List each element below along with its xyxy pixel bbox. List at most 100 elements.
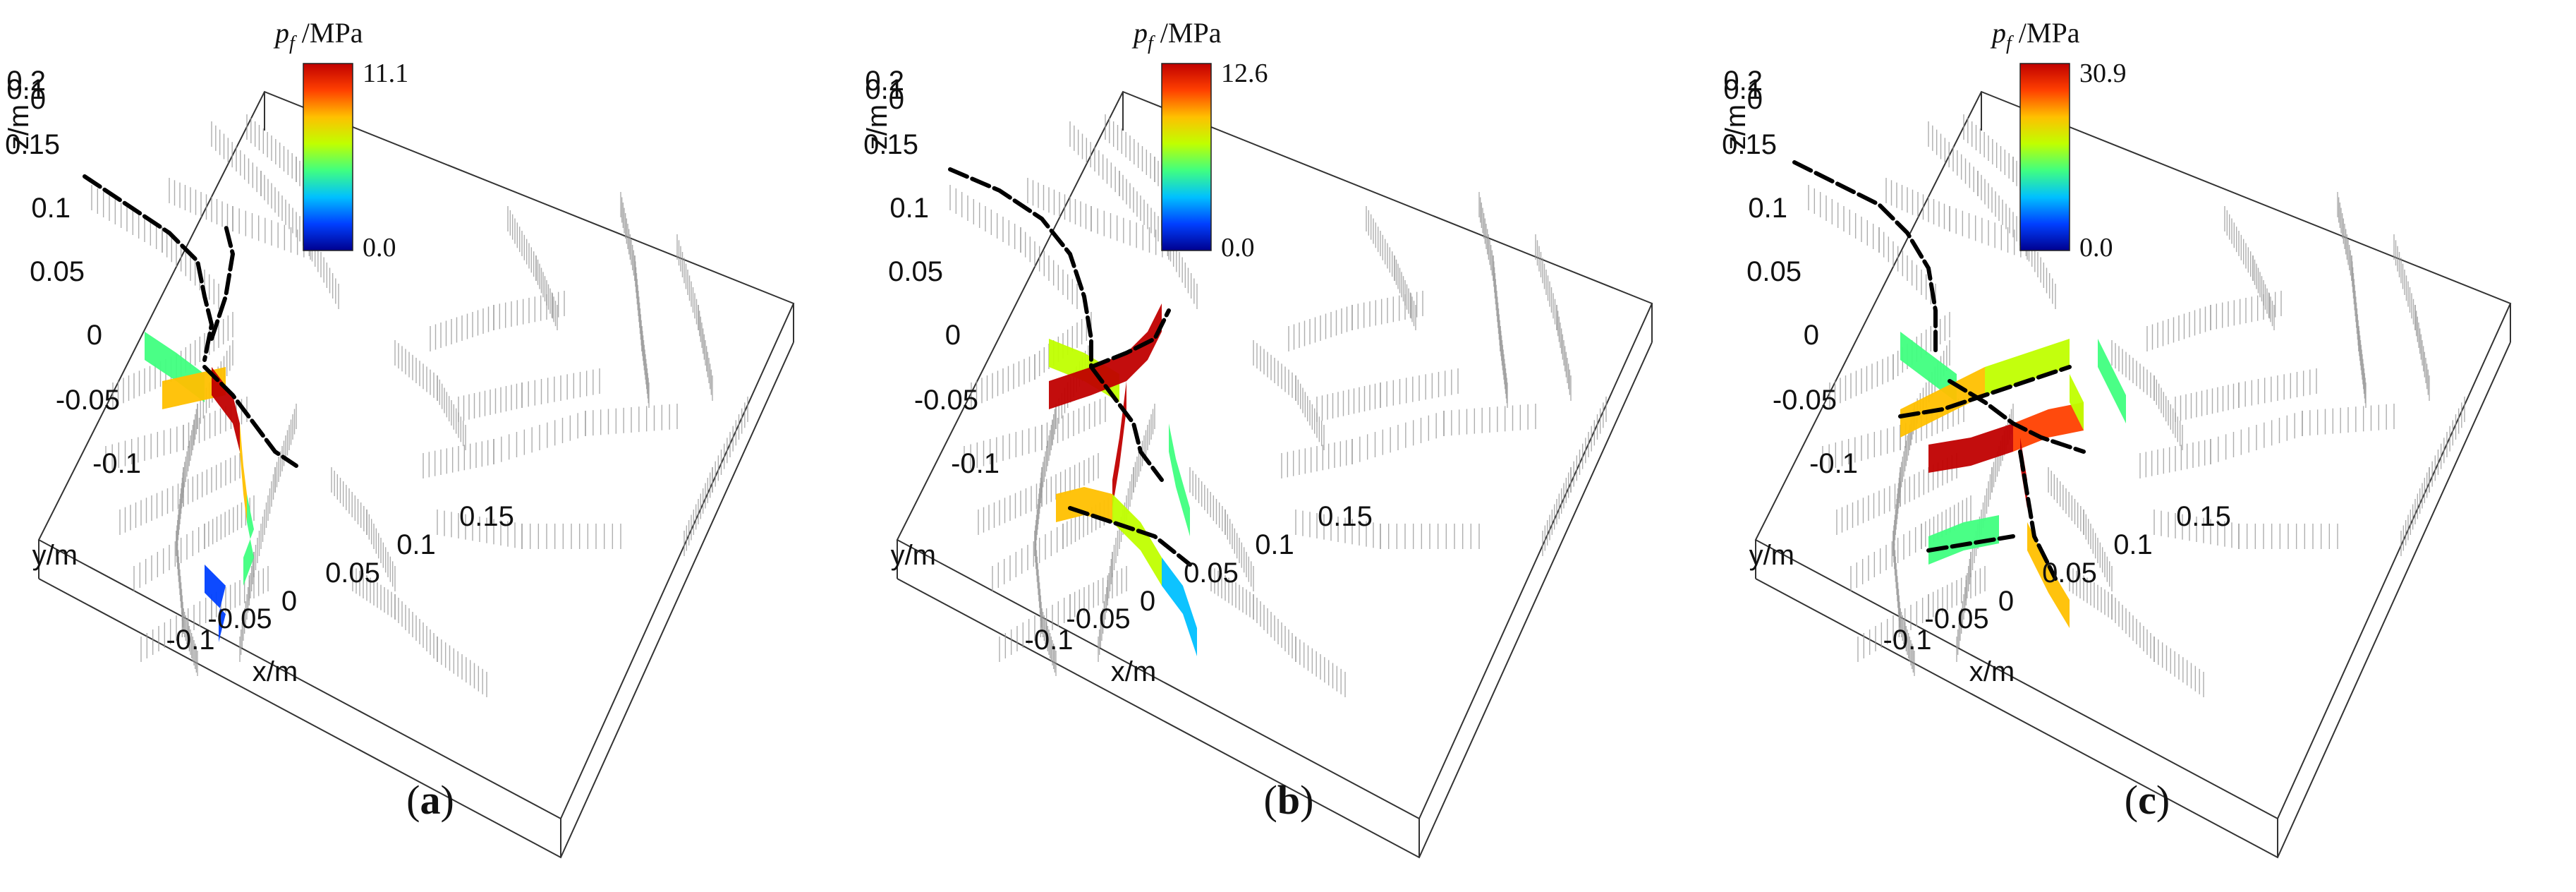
fracture-trace <box>2018 450 2058 581</box>
z-tick-label: 0.2 <box>865 66 904 97</box>
grey-fracture <box>1281 404 1536 478</box>
x-tick-label: 0.05 <box>2042 558 2097 589</box>
grey-fracture <box>352 566 487 697</box>
grey-fracture <box>91 185 219 309</box>
y-tick-label: -0.05 <box>1773 385 1837 416</box>
pressurized-fracture <box>1900 367 1985 438</box>
pressurized-fracture <box>1169 423 1190 536</box>
y-tick-label: -0.05 <box>56 385 120 416</box>
grey-fracture <box>2146 291 2282 351</box>
colorbar <box>2019 63 2070 251</box>
x-axis-label: x/m <box>1111 656 1156 687</box>
fracture-plot-c: 0.20.10z/m0.150.10.050-0.05-0.1y/m-0.1-0… <box>1720 17 2512 859</box>
y-axis-label: y/m <box>32 540 78 571</box>
grey-fracture <box>430 291 565 351</box>
grey-fracture <box>1295 510 1480 549</box>
x-tick-label: -0.1 <box>1883 625 1932 656</box>
x-tick-label: -0.1 <box>166 625 215 656</box>
fracture-trace <box>1926 534 2015 553</box>
y-tick-label: 0.15 <box>1722 129 1777 160</box>
pressurized-fracture <box>2098 339 2126 423</box>
caption-c: (c) <box>2124 777 2170 823</box>
panel-c: 0.2 0.1 0 z/m 0.15 0.1 0.05 0 -0.05 -0.1 y/m -0.1 -0… <box>1717 0 2575 892</box>
grey-fracture <box>620 192 650 408</box>
x-tick-label: -0.05 <box>1066 603 1130 634</box>
caption-b: (b) <box>1263 777 1314 823</box>
grey-fracture <box>2111 340 2183 450</box>
x-tick-label: 0.05 <box>325 558 380 589</box>
x-tick-label: 0 <box>1998 586 2014 617</box>
x-tick-label: 0.15 <box>1318 501 1373 532</box>
grey-fracture <box>1478 192 1508 408</box>
grey-fracture <box>1850 495 1972 591</box>
z-tick-label: 0.2 <box>6 66 46 97</box>
y-tick-label: 0.15 <box>863 129 918 160</box>
colorbar-title: pf /MPa <box>273 17 363 54</box>
pressurized-fracture <box>1928 515 1999 565</box>
pressurized-fracture <box>1112 494 1162 586</box>
grey-fracture <box>2393 234 2430 401</box>
z-axis-label: z/m <box>1720 104 1751 150</box>
plot-area <box>37 90 795 859</box>
x-tick-label: 0.1 <box>2113 529 2153 560</box>
fracture-plot-a: 0.20.10z/m0.150.10.050-0.05-0.1y/m-0.1-0… <box>4 17 795 859</box>
grey-fracture <box>458 368 600 422</box>
fracture-trace <box>1948 379 2086 454</box>
grey-fracture <box>2175 368 2317 422</box>
x-axis-label: x/m <box>1969 656 2015 687</box>
grey-fracture <box>437 510 621 549</box>
fracture-trace <box>83 174 214 362</box>
colorbar <box>1161 63 1212 251</box>
grey-fracture <box>1316 368 1459 422</box>
grey-fracture <box>1253 340 1325 450</box>
grey-fracture <box>1288 291 1423 351</box>
grey-fracture <box>2069 566 2204 697</box>
colorbar-min-label: 0.0 <box>1221 233 1255 263</box>
y-tick-label: -0.05 <box>914 385 978 416</box>
z-axis-label: z/m <box>862 104 893 150</box>
grey-fracture <box>119 453 241 535</box>
z-tick-label: 0.1 <box>6 74 46 105</box>
grey-fracture <box>239 404 297 662</box>
fracture-trace <box>948 167 1093 369</box>
grey-fracture <box>394 340 466 450</box>
panel-b: 0.2 0.1 0 z/m 0.15 0.1 0.05 0 -0.05 -0.1 y/m -0.1 -0… <box>858 0 1717 892</box>
fracture-trace <box>202 365 298 468</box>
colorbar-max-label: 12.6 <box>1221 59 1268 88</box>
colorbar-min-label: 0.0 <box>2079 233 2113 263</box>
y-tick-label: 0 <box>1804 320 1819 351</box>
z-tick-label: 0 <box>889 84 904 115</box>
caption-a: (a) <box>406 777 454 823</box>
x-tick-label: 0 <box>1140 586 1155 617</box>
pressurized-fracture <box>205 565 226 642</box>
grey-fracture <box>2224 206 2275 330</box>
grey-fracture <box>423 404 678 478</box>
y-tick-label: -0.1 <box>1809 448 1858 479</box>
fracture-trace <box>1898 365 2072 418</box>
grey-fracture <box>331 467 396 591</box>
grey-fracture <box>2400 397 2465 556</box>
y-tick-label: 0.1 <box>31 193 71 224</box>
pressurized-fracture <box>240 423 247 522</box>
grey-fracture <box>1829 312 1950 408</box>
y-tick-label: 0.05 <box>1746 256 1802 287</box>
x-tick-label: -0.05 <box>207 603 272 634</box>
x-tick-label: -0.1 <box>1025 625 1074 656</box>
pressurized-fracture <box>1049 353 1126 409</box>
colorbar-title: pf /MPa <box>1131 17 1222 54</box>
pressurized-fracture <box>2027 522 2070 628</box>
x-tick-label: 0.05 <box>1184 558 1239 589</box>
x-tick-label: 0.1 <box>396 529 436 560</box>
pressurized-fracture <box>1056 487 1112 522</box>
fracture-trace <box>1089 365 1164 482</box>
fracture-trace <box>1089 308 1171 369</box>
y-tick-label: 0 <box>945 320 961 351</box>
fracture-trace <box>1068 506 1192 567</box>
pressurized-fracture <box>2013 402 2084 452</box>
pressurized-fracture <box>162 367 226 409</box>
y-tick-label: 0.15 <box>5 129 60 160</box>
pressurized-fracture <box>1928 423 2013 473</box>
colorbar-max-label: 30.9 <box>2079 59 2127 88</box>
z-tick-label: 0 <box>30 84 46 115</box>
colorbar-min-label: 0.0 <box>363 233 396 263</box>
